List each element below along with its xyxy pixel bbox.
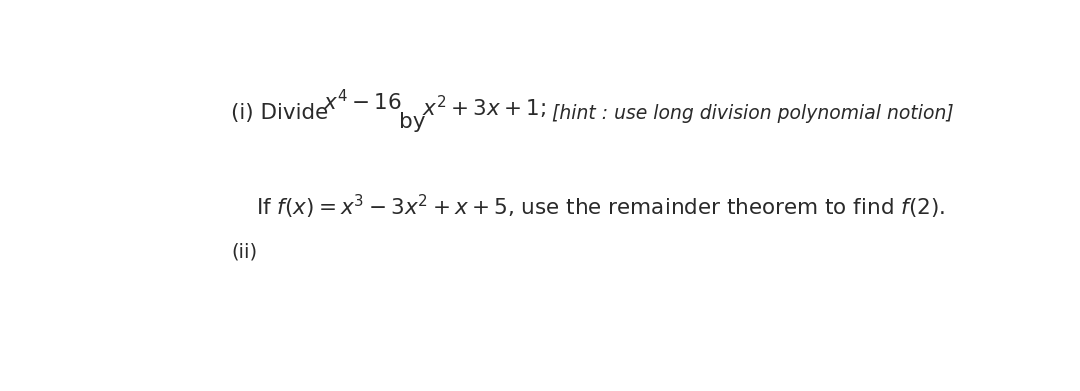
Text: $x^2 + 3x + 1;$: $x^2 + 3x + 1;$ (422, 94, 546, 121)
Text: If $f(x) = x^3 - 3x^2 + x + 5$, use the remainder theorem to find $f(2)$.: If $f(x) = x^3 - 3x^2 + x + 5$, use the … (256, 193, 945, 221)
Text: (ii): (ii) (231, 243, 257, 262)
Text: (i) Divide: (i) Divide (231, 103, 328, 123)
Text: [hint : use long division polynomial notion]: [hint : use long division polynomial not… (552, 104, 954, 123)
Text: $x^4 - 16$: $x^4 - 16$ (323, 89, 402, 114)
Text: by: by (399, 112, 426, 132)
